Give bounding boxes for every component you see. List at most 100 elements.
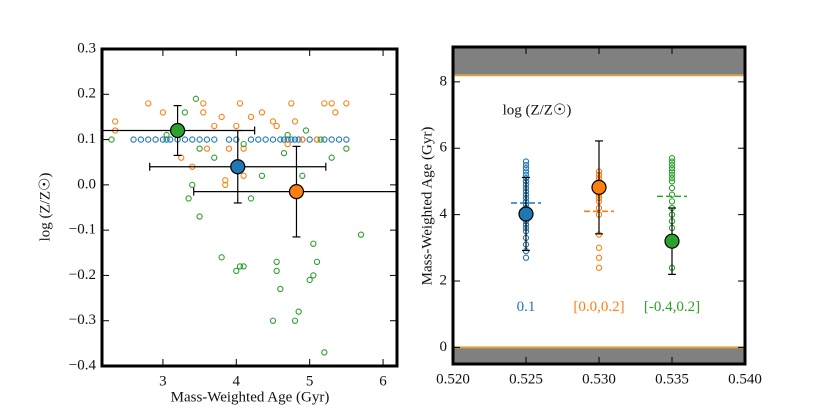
- point: [181, 136, 189, 143]
- x-tick-label: 0.530: [582, 371, 616, 387]
- point: [343, 136, 350, 143]
- point: [163, 131, 170, 139]
- annotation: log (Z/Z☉): [503, 102, 572, 118]
- y-axis-label: Mass-Weighted Age (Gyr): [419, 127, 435, 286]
- point: [196, 213, 203, 220]
- point: [240, 145, 247, 152]
- point: [328, 154, 335, 161]
- point: [668, 191, 676, 198]
- point: [668, 178, 676, 185]
- point: [145, 136, 152, 143]
- point: [247, 113, 255, 121]
- point: [262, 136, 269, 143]
- point: [313, 136, 321, 143]
- point: [240, 172, 247, 179]
- point: [189, 181, 196, 189]
- y-tick-label: 0.1: [77, 131, 96, 147]
- point: [280, 136, 288, 143]
- point: [357, 231, 365, 238]
- point: [668, 158, 676, 165]
- summary-point: [664, 233, 680, 249]
- y-tick-label: 2: [440, 272, 448, 288]
- point: [668, 184, 676, 192]
- point: [189, 136, 196, 143]
- point: [321, 136, 328, 143]
- x-tick-label: 0.540: [728, 371, 762, 387]
- point: [295, 308, 302, 315]
- point: [310, 272, 317, 279]
- point: [130, 136, 137, 143]
- point: [295, 136, 302, 143]
- point: [269, 118, 277, 125]
- point: [299, 136, 306, 143]
- point: [668, 168, 676, 175]
- point: [258, 109, 266, 116]
- point: [196, 136, 203, 143]
- point: [310, 240, 317, 247]
- point: [233, 122, 240, 130]
- y-axis-label: log (Z/Z☉): [37, 173, 53, 242]
- point: [291, 136, 299, 143]
- x-tick-label: 0.520: [436, 371, 470, 387]
- point: [236, 263, 244, 270]
- point: [277, 136, 284, 143]
- point: [299, 172, 306, 179]
- point: [328, 100, 335, 107]
- point: [218, 113, 225, 121]
- point: [288, 100, 295, 107]
- point: [306, 276, 313, 284]
- x-tick-label: 5: [306, 373, 314, 389]
- point: [343, 145, 350, 152]
- plot-frame: [100, 47, 399, 368]
- point: [668, 174, 676, 182]
- y-tick-label: 0.0: [77, 176, 96, 192]
- point: [335, 136, 343, 143]
- plot-frame: [451, 45, 747, 366]
- point: [218, 254, 225, 261]
- point: [288, 136, 295, 143]
- summary-point: [169, 122, 186, 139]
- point: [233, 136, 240, 143]
- series-label: [-0.4,0.2]: [644, 299, 700, 315]
- y-tick-label: 4: [440, 206, 448, 222]
- point: [108, 136, 115, 143]
- y-tick-label: −0.4: [69, 357, 97, 373]
- point: [181, 109, 189, 116]
- point: [343, 100, 350, 107]
- point: [167, 136, 174, 143]
- point: [668, 165, 676, 172]
- point: [269, 317, 277, 324]
- point: [668, 155, 676, 162]
- point: [328, 136, 335, 143]
- point: [595, 244, 603, 251]
- point: [284, 136, 291, 143]
- y-tick-label: −0.1: [69, 222, 96, 238]
- y-tick-label: 0.3: [77, 40, 96, 56]
- point: [522, 158, 530, 165]
- point: [196, 145, 203, 152]
- point: [291, 118, 299, 125]
- point: [313, 258, 321, 265]
- point: [306, 136, 313, 143]
- point: [200, 109, 207, 116]
- point: [192, 95, 200, 102]
- point: [321, 349, 328, 356]
- point: [159, 109, 167, 116]
- point: [247, 195, 255, 202]
- series-label: 0.1: [517, 299, 536, 315]
- point: [247, 136, 255, 143]
- summary-point: [591, 179, 607, 196]
- point: [332, 109, 339, 116]
- point: [321, 100, 328, 107]
- x-tick-label: 4: [233, 373, 241, 389]
- point: [240, 263, 247, 270]
- point: [269, 136, 277, 143]
- point: [211, 136, 218, 143]
- x-tick-label: 6: [379, 373, 387, 389]
- point: [203, 145, 211, 152]
- x-tick-label: 0.525: [509, 371, 543, 387]
- point: [291, 317, 299, 324]
- x-tick-label: 0.535: [655, 371, 689, 387]
- point: [112, 118, 119, 125]
